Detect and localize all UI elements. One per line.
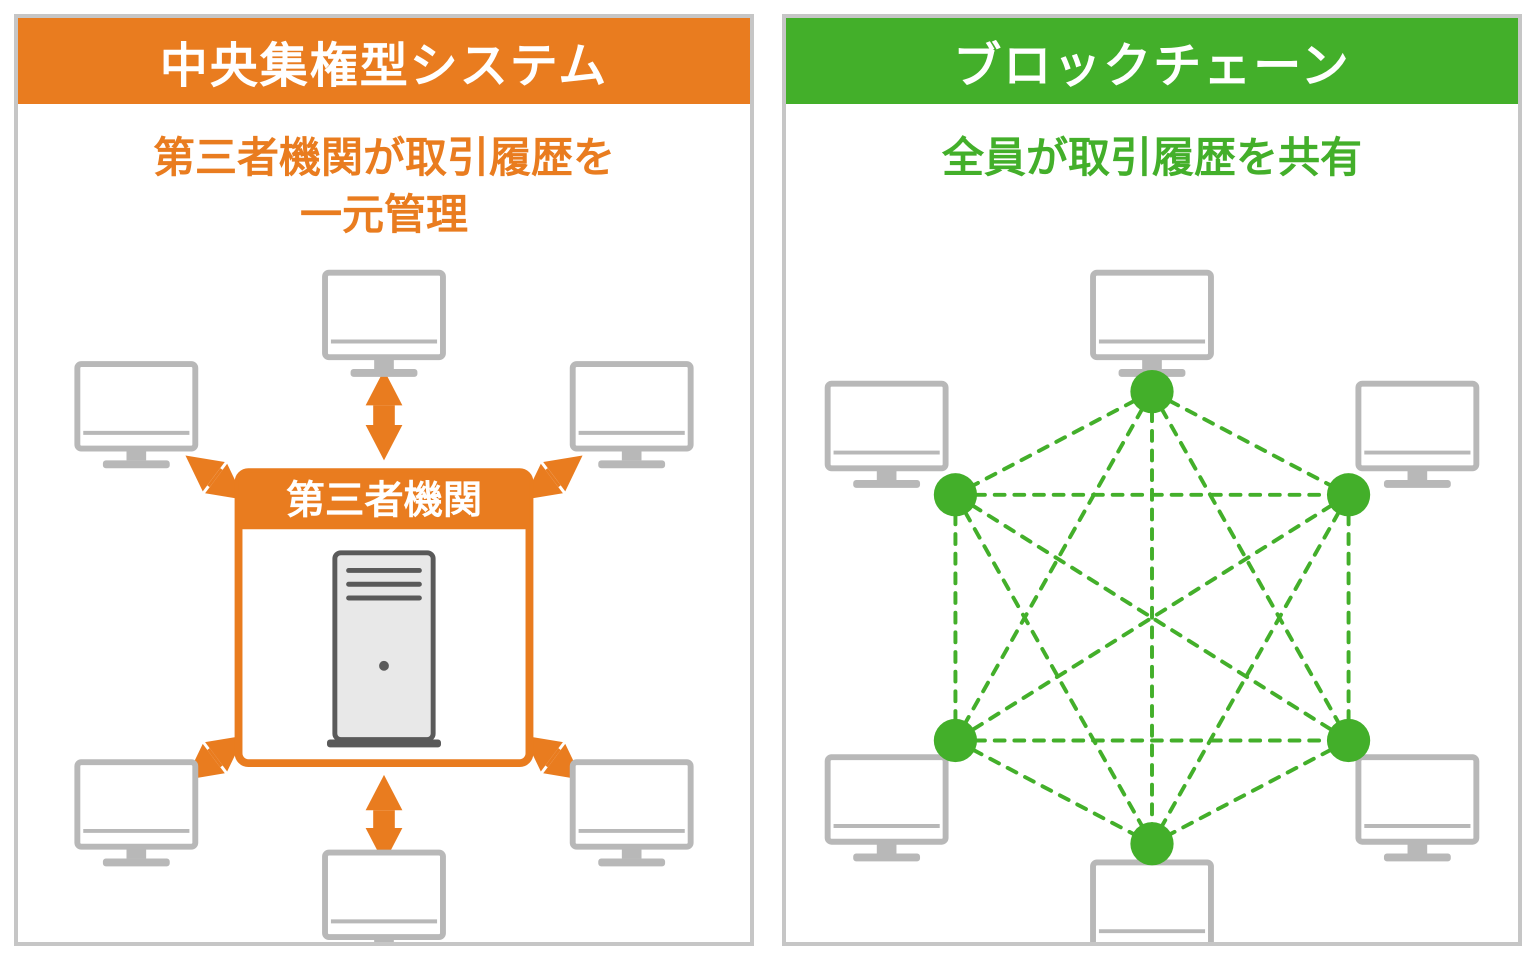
monitor-icon — [325, 273, 443, 377]
mesh-edge — [1152, 392, 1349, 741]
mesh-edge — [955, 392, 1152, 741]
mesh-node — [1130, 822, 1173, 865]
monitor-icon — [573, 364, 691, 468]
mesh-node — [934, 473, 977, 516]
mesh-node — [1327, 719, 1370, 762]
monitor-icon — [1358, 384, 1476, 488]
center-authority-label: 第三者機関 — [286, 479, 482, 523]
diagram-centralized: 第三者機関 — [18, 254, 750, 942]
monitor-icon — [325, 853, 443, 942]
panel-header-right: ブロックチェーン — [786, 18, 1518, 104]
monitor-icon — [573, 762, 691, 866]
monitor-icon — [1093, 273, 1211, 377]
panel-subtitle-left: 第三者機関が取引履歴を一元管理 — [18, 104, 750, 243]
panel-blockchain: ブロックチェーン 全員が取引履歴を共有 — [782, 14, 1522, 946]
mesh-edge — [1152, 495, 1349, 844]
panel-subtitle-right: 全員が取引履歴を共有 — [786, 104, 1518, 187]
monitor-icon — [77, 762, 195, 866]
server-icon — [327, 553, 441, 748]
mesh-node — [1327, 473, 1370, 516]
mesh-node — [934, 719, 977, 762]
panel-centralized: 中央集権型システム 第三者機関が取引履歴を一元管理 第三者機関 — [14, 14, 754, 946]
diagram-blockchain — [786, 254, 1518, 942]
panel-header-left: 中央集権型システム — [18, 18, 750, 104]
monitor-icon — [1358, 757, 1476, 861]
mesh-node — [1130, 370, 1173, 413]
monitor-icon — [828, 757, 946, 861]
center-authority-box: 第三者機関 — [239, 472, 530, 763]
comparison-stage: 中央集権型システム 第三者機関が取引履歴を一元管理 第三者機関 ブロックチェーン… — [0, 0, 1536, 960]
monitor-icon — [828, 384, 946, 488]
mesh-edge — [955, 495, 1152, 844]
monitor-icon — [1093, 862, 1211, 942]
monitor-icon — [77, 364, 195, 468]
double-arrow-icon — [366, 370, 403, 460]
